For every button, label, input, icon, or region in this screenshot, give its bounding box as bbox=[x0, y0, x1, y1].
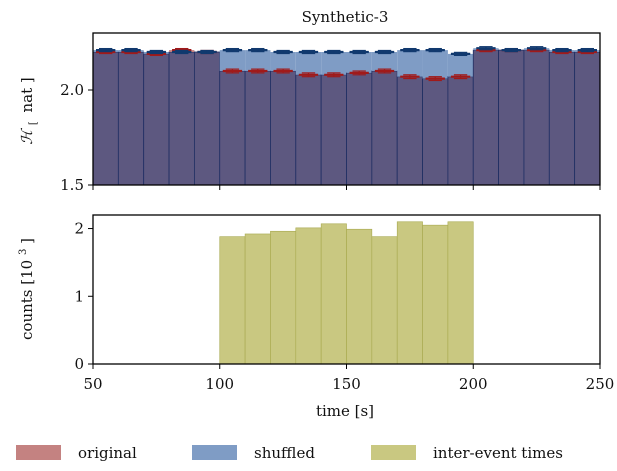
y-tick-label: 1.5 bbox=[60, 176, 84, 194]
histogram-bar-overlap bbox=[295, 74, 322, 186]
x-axis-label: time [s] bbox=[316, 402, 374, 420]
histogram-bar-overlap bbox=[346, 72, 373, 186]
histogram-bar-overlap bbox=[498, 49, 525, 186]
x-tick-label: 250 bbox=[586, 375, 615, 393]
chart-title: Synthetic-3 bbox=[302, 8, 389, 26]
y-tick-label: 2.0 bbox=[60, 81, 84, 99]
legend: original shuffled inter-event times bbox=[16, 444, 563, 462]
y-label-superscript: 3 bbox=[18, 249, 29, 255]
histogram-bar-overlap bbox=[117, 51, 145, 186]
x-tick-label: 150 bbox=[332, 375, 361, 393]
top-bars bbox=[92, 48, 601, 186]
histogram-bar-inter-event bbox=[371, 236, 398, 365]
histogram-bar-inter-event bbox=[447, 221, 474, 365]
legend-swatch-original bbox=[16, 445, 61, 460]
x-tick-label: 200 bbox=[459, 375, 488, 393]
histogram-bar-overlap bbox=[219, 70, 246, 186]
top-panel: 1.5 2.0 ℋ [ nat ] bbox=[18, 32, 601, 194]
y-label-text: counts [10 bbox=[18, 260, 36, 340]
y-label-symbol: ℋ bbox=[18, 128, 36, 145]
histogram-bar-inter-event bbox=[422, 224, 449, 365]
y-label-subscript: [ bbox=[28, 121, 39, 125]
histogram-bar-shuffled bbox=[219, 50, 246, 71]
x-tick-label: 50 bbox=[83, 375, 102, 393]
histogram-bar-overlap bbox=[244, 70, 271, 186]
histogram-bar-shuffled bbox=[295, 52, 322, 75]
legend-label-inter-event-times: inter-event times bbox=[433, 444, 563, 462]
legend-label-original: original bbox=[78, 444, 137, 462]
y-tick-label: 2 bbox=[74, 220, 84, 238]
histogram-bar-shuffled bbox=[422, 50, 448, 79]
histogram-bar-overlap bbox=[422, 78, 449, 186]
histogram-bar-overlap bbox=[92, 51, 119, 186]
histogram-bar-inter-event bbox=[295, 227, 322, 365]
histogram-bar-inter-event bbox=[219, 236, 246, 365]
histogram-bar-overlap bbox=[472, 49, 500, 186]
y-label-close: ] bbox=[18, 238, 36, 244]
histogram-bar-shuffled bbox=[245, 50, 271, 71]
histogram-bar-overlap bbox=[396, 76, 423, 186]
histogram-bar-inter-event bbox=[270, 230, 297, 365]
histogram-bar-shuffled bbox=[397, 50, 423, 77]
histogram-bar-shuffled bbox=[321, 52, 347, 75]
histogram-bar-inter-event bbox=[244, 233, 271, 365]
y-label-unit: nat ] bbox=[18, 77, 36, 112]
bottom-y-axis-label: counts [10 3 ] bbox=[12, 238, 36, 340]
histogram-bar-inter-event bbox=[396, 221, 423, 365]
legend-label-shuffled: shuffled bbox=[254, 444, 315, 462]
legend-swatch-shuffled bbox=[192, 445, 237, 460]
histogram-bar-overlap bbox=[523, 49, 550, 186]
histogram-bar-overlap bbox=[548, 51, 576, 186]
histogram-bar-shuffled bbox=[371, 52, 398, 71]
histogram-bar-overlap bbox=[143, 53, 170, 186]
top-y-axis-label: ℋ [ nat ] bbox=[18, 77, 40, 145]
histogram-bar-shuffled bbox=[447, 53, 474, 77]
histogram-bar-overlap bbox=[193, 51, 221, 186]
histogram-bar-overlap bbox=[320, 74, 347, 186]
top-error-bars bbox=[96, 46, 597, 82]
legend-swatch-inter-event-times bbox=[371, 445, 416, 460]
histogram-bar-shuffled bbox=[270, 52, 296, 71]
histogram-bar-shuffled bbox=[346, 52, 372, 73]
histogram-bar-overlap bbox=[574, 51, 601, 186]
histogram-bar-inter-event bbox=[346, 228, 373, 365]
x-tick-label: 100 bbox=[205, 375, 234, 393]
histogram-bar-overlap bbox=[371, 70, 398, 186]
bottom-bars bbox=[219, 221, 474, 365]
histogram-bar-overlap bbox=[168, 51, 195, 186]
top-axes: 1.5 2.0 bbox=[60, 32, 601, 194]
y-tick-label: 1 bbox=[74, 287, 84, 305]
histogram-bar-overlap bbox=[447, 76, 474, 186]
y-tick-label: 0 bbox=[74, 355, 84, 373]
histogram-bar-overlap bbox=[270, 70, 297, 186]
histogram-bar-inter-event bbox=[320, 223, 347, 365]
